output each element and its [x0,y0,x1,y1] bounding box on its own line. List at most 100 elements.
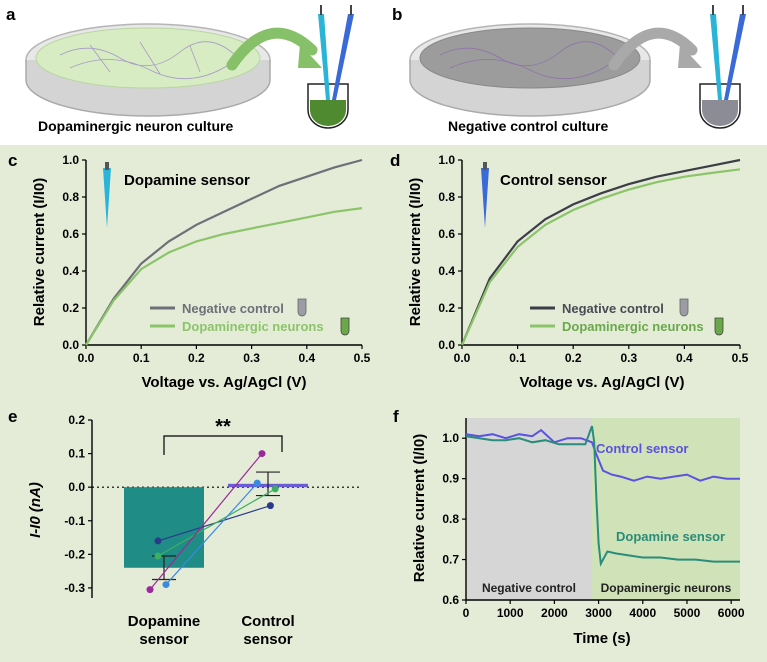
data-point [266,502,274,510]
x-tick-label: 0.0 [454,351,471,365]
legend-d-negative: Negative control [562,301,664,316]
region-label: Dopaminergic neurons [601,581,732,595]
paired-line [149,453,263,590]
y-tick-label: -0.3 [64,581,85,595]
y-tick-label: 0.9 [442,472,459,486]
y-tick-label: 0.6 [442,593,459,607]
data-point [154,552,162,560]
x-tick-label: 0.4 [298,351,315,365]
category-label: sensor [139,631,188,648]
data-point [271,485,279,493]
y-tick-label: 1.0 [438,153,455,167]
y-tick-label: 0.4 [62,264,79,278]
x-tick-label: 2000 [541,606,568,620]
vial-gray-icon [297,298,307,317]
x-tick-label: 1000 [497,606,524,620]
y-tick-label: 0.6 [62,227,79,241]
y-tick-label: 0.0 [438,338,455,352]
data-point [162,581,170,589]
y-tick-label: 0.0 [62,338,79,352]
category-label: Dopamine [128,613,201,630]
petri-dish-dopaminergic [25,23,271,117]
x-tick-label: 3000 [585,606,612,620]
caption-a: Dopaminergic neuron culture [38,118,233,134]
legend-c-dopaminergic: Dopaminergic neurons [182,319,324,334]
chart-d-title: Control sensor [500,172,607,189]
panel-e-label: e [8,407,17,426]
data-point [146,586,154,594]
y-tick-label: 0.2 [68,413,85,427]
series-line-negative-control [460,158,741,346]
transfer-arrow-gray [608,27,698,71]
x-tick-label: 0.1 [133,351,150,365]
series-label: Control sensor [596,441,688,456]
series-line-control-sensor [465,428,740,482]
x-tick-label: 0.4 [676,351,693,365]
transfer-arrowhead-gray [678,44,702,68]
y-tick-label: 0.8 [62,190,79,204]
series-line-dopamine-sensor [465,425,740,567]
transfer-arrowhead-green [298,44,322,68]
paired-line [165,482,258,585]
y-tick-label: 0.0 [68,480,85,494]
y-tick-label: 0.1 [68,447,85,461]
y-tick-label: 1.0 [442,431,459,445]
chart-c-ylabel: Relative current (I/I0) [31,178,48,326]
panel-d-label: d [390,151,400,170]
transfer-arrow-green [226,27,318,71]
caption-b: Negative control culture [448,118,608,134]
chart-d-ylabel: Relative current (I/I0) [407,178,424,326]
y-tick-label: 0.6 [438,227,455,241]
y-tick-label: 0.8 [442,512,459,526]
region-label: Negative control [482,581,576,595]
series-line-negative-control [85,158,363,346]
y-tick-label: 0.4 [438,264,455,278]
panel-f-label: f [393,407,399,426]
data-point [253,479,261,487]
chart-e: e 0.20.10.0-0.1-0.2-0.3 ** Dopaminesenso… [8,407,360,648]
series-line-dopaminergic-neurons [85,207,363,346]
panel-c-label: c [8,151,17,170]
data-point [258,450,266,458]
x-tick-label: 0.2 [565,351,582,365]
panel-b-label: b [392,5,402,24]
sensor-tip-icon-c [103,162,111,228]
x-tick-label: 0.5 [354,351,371,365]
x-tick-label: 4000 [629,606,656,620]
x-tick-label: 0 [463,606,470,620]
x-tick-label: 0.2 [188,351,205,365]
paired-line [157,488,276,557]
x-tick-label: 0.5 [732,351,749,365]
x-tick-label: 6000 [718,606,745,620]
legend-d-dopaminergic: Dopaminergic neurons [562,319,704,334]
panel-a-label: a [6,5,16,24]
y-tick-label: 0.8 [438,190,455,204]
category-label: Control [241,613,294,630]
significance-label: ** [215,416,231,438]
vial-green-icon [714,317,724,336]
region-negative [466,418,592,600]
region-dopaminergic [591,418,740,600]
x-tick-label: 0.3 [620,351,637,365]
chart-d-xlabel: Voltage vs. Ag/AgCl (V) [519,374,684,391]
y-tick-label: -0.2 [64,547,85,561]
x-tick-label: 0.0 [78,351,95,365]
y-tick-label: 0.7 [442,553,459,567]
bar-dopamine [124,487,204,568]
chart-d: d Control sensor 0.0 0.2 0.4 0.6 0.8 1.0 0.0 0.… [390,151,749,391]
petri-dish-control [409,23,651,117]
chart-f: f Negative control Dopaminergic neurons 0… [393,407,745,647]
significance-bracket [163,435,283,455]
y-tick-label: 1.0 [62,153,79,167]
x-tick-label: 5000 [674,606,701,620]
chart-d-legend: Negative control Dopaminergic neurons [530,298,724,336]
category-label: sensor [243,631,292,648]
chart-e-ylabel: I-I0 (nA) [27,482,44,538]
x-tick-label: 0.1 [509,351,526,365]
series-label: Dopamine sensor [616,529,725,544]
legend-c-negative: Negative control [182,301,284,316]
y-tick-label: -0.1 [64,514,85,528]
chart-c-xlabel: Voltage vs. Ag/AgCl (V) [141,374,306,391]
electrode-vial-dopaminergic [307,5,354,129]
